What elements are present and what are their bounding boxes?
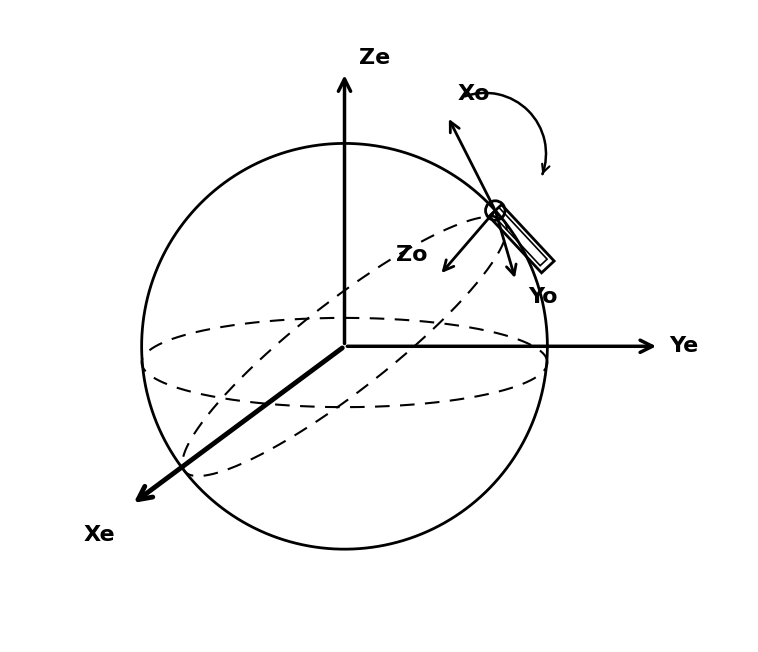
Text: Xo: Xo	[458, 84, 490, 104]
Text: Zo: Zo	[396, 245, 428, 265]
Text: Ze: Ze	[359, 48, 390, 68]
Text: Yo: Yo	[528, 287, 557, 306]
Text: Ye: Ye	[669, 336, 698, 356]
Text: Xe: Xe	[83, 525, 115, 545]
